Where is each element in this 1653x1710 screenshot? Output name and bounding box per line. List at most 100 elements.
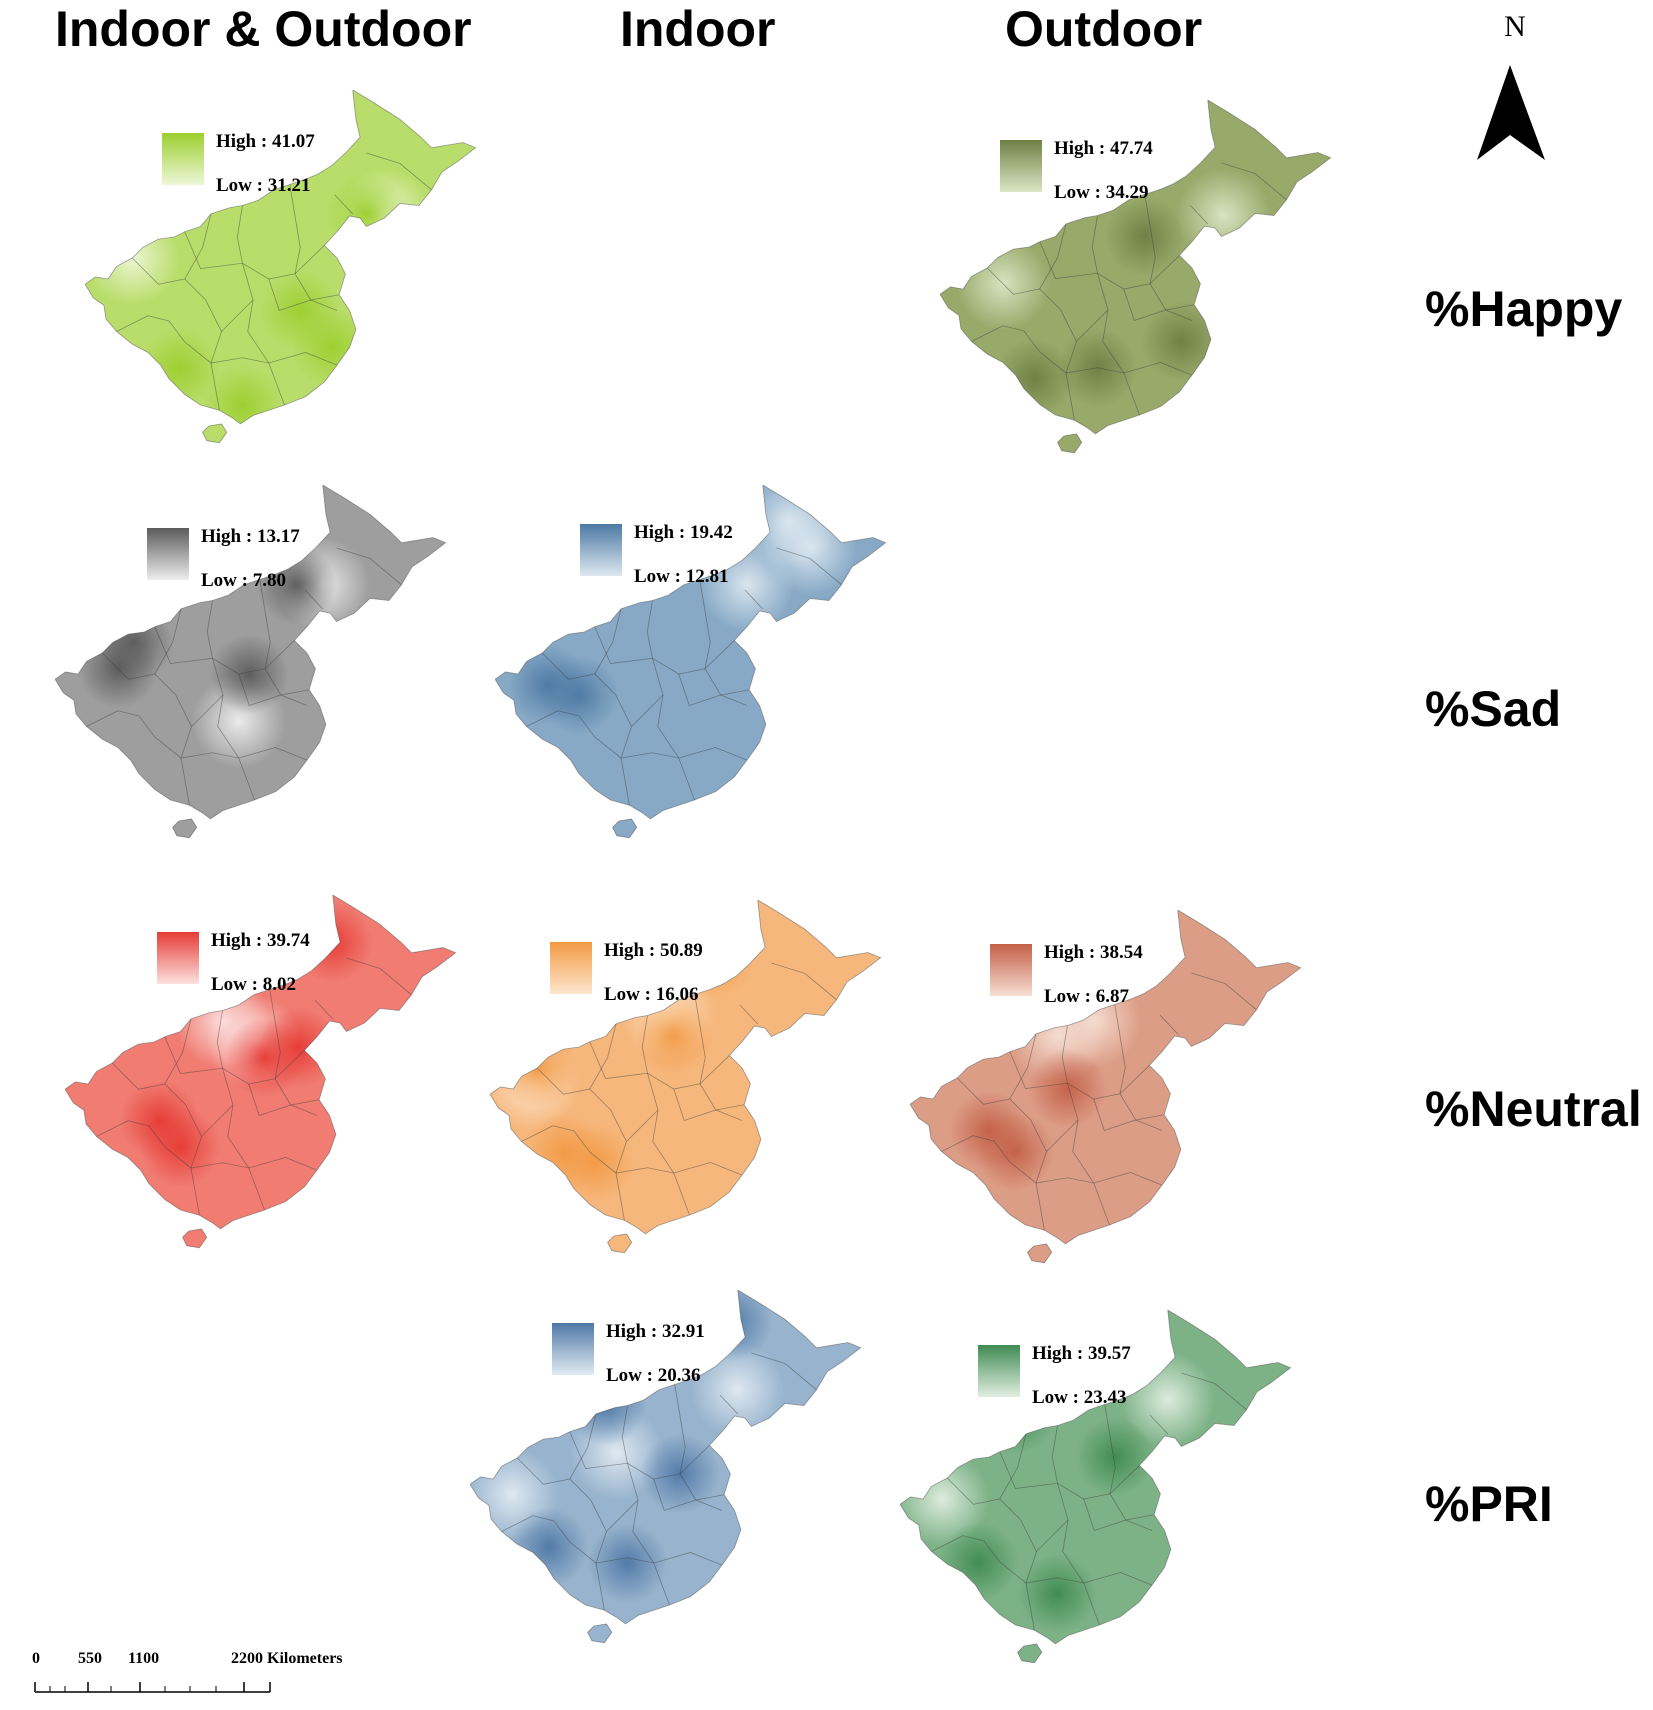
province-border: [699, 579, 750, 696]
province-border: [191, 694, 224, 727]
hainan-island: [202, 423, 228, 444]
province-border: [1039, 241, 1180, 290]
legend-gradient: [147, 528, 189, 580]
province-border: [1036, 1519, 1069, 1552]
legend-high: High : 32.91: [606, 1321, 705, 1342]
legend-high: High : 13.17: [201, 526, 300, 547]
map-svg: [490, 900, 882, 1254]
province-border: [366, 152, 432, 191]
high-value-area: [1017, 1553, 1098, 1634]
province-border: [96, 1120, 318, 1171]
legend-low: Low : 20.36: [606, 1365, 701, 1386]
province-border: [86, 710, 308, 761]
province-border: [131, 257, 222, 411]
province-border: [346, 957, 412, 996]
province-border: [1144, 194, 1195, 311]
province-border: [516, 1457, 607, 1611]
province-border: [536, 1067, 627, 1221]
map-neutral-indoor-outdoor: [65, 895, 465, 1295]
legend-gradient: [580, 524, 622, 576]
high-value-area: [539, 655, 619, 735]
scale-bar: 0 550 1100 2200 Kilometers: [30, 1650, 410, 1695]
north-arrow-icon: [1477, 65, 1545, 160]
province-border: [1009, 1051, 1150, 1100]
row-label-sad: %Sad: [1425, 681, 1562, 737]
province-border: [631, 694, 664, 727]
province-border: [719, 1394, 739, 1415]
hainan-island: [612, 818, 638, 839]
province-border: [206, 600, 255, 801]
map-svg: [940, 100, 1332, 454]
legend-low: Low : 31.21: [216, 175, 311, 196]
country-outline: [910, 910, 1302, 1245]
legend-high: High : 19.42: [634, 522, 733, 543]
province-border: [594, 608, 622, 675]
high-value-area: [209, 634, 290, 714]
province-border: [1009, 1033, 1037, 1100]
high-value-area: [1141, 301, 1222, 382]
low-value-area: [1176, 168, 1271, 263]
high-value-area: [202, 365, 283, 424]
province-border: [931, 1535, 1153, 1586]
province-border: [1061, 1025, 1110, 1226]
province-border: [1191, 972, 1257, 1011]
country-outline: [470, 1290, 862, 1625]
province-border: [744, 589, 764, 610]
province-border: [771, 962, 837, 1001]
high-value-area: [1075, 1417, 1156, 1497]
high-value-area: [291, 307, 372, 388]
legend-low: Low : 8.02: [211, 974, 296, 995]
province-border: [694, 994, 745, 1111]
legend-low: Low : 34.29: [1054, 182, 1149, 203]
province-border: [589, 1023, 617, 1090]
legend-gradient: [550, 942, 592, 994]
map-pri-indoor: [470, 1290, 870, 1690]
map-svg: [55, 485, 447, 839]
province-border: [1046, 1119, 1079, 1152]
province-border: [776, 547, 842, 586]
province-border: [653, 1478, 723, 1512]
high-value-area: [258, 1007, 338, 1088]
map-svg: [85, 90, 477, 444]
high-value-area: [1057, 327, 1138, 408]
legend-low: Low : 23.43: [1032, 1387, 1127, 1408]
legend-low: Low : 12.81: [634, 566, 729, 587]
high-value-area: [1027, 1048, 1108, 1129]
province-border: [946, 1477, 1037, 1631]
province-border: [1039, 223, 1067, 290]
province-border: [739, 1004, 759, 1025]
province-border: [164, 1018, 192, 1085]
high-value-area: [555, 1122, 635, 1203]
province-border: [184, 231, 325, 280]
province-border: [594, 626, 735, 675]
country-outline: [85, 90, 477, 425]
province-border: [289, 184, 340, 301]
country-outline: [900, 1310, 1292, 1645]
province-border: [1104, 1404, 1155, 1521]
province-border: [606, 1499, 639, 1532]
province-border: [999, 1451, 1140, 1500]
province-border: [269, 989, 320, 1106]
hainan-island: [172, 818, 198, 839]
province-border: [184, 213, 212, 280]
province-border: [569, 1413, 597, 1480]
legend-gradient: [1000, 140, 1042, 192]
map-svg: [470, 1290, 862, 1644]
legend-gradient: [978, 1345, 1020, 1397]
country-outline: [55, 485, 447, 820]
province-border: [541, 652, 632, 806]
province-border: [248, 1083, 318, 1117]
high-value-area: [1104, 196, 1185, 277]
legend-low: Low : 6.87: [1044, 986, 1129, 1007]
province-border: [334, 194, 354, 215]
province-border: [501, 1515, 723, 1566]
country-outline: [490, 900, 882, 1235]
province-border: [521, 1125, 743, 1176]
high-value-area: [140, 1107, 221, 1187]
map-svg: [900, 1310, 1292, 1664]
high-value-area: [326, 174, 407, 254]
column-title-indoor: Indoor: [620, 1, 776, 57]
hainan-island: [1017, 1643, 1043, 1664]
high-value-area: [633, 996, 714, 1077]
province-border: [336, 547, 402, 586]
